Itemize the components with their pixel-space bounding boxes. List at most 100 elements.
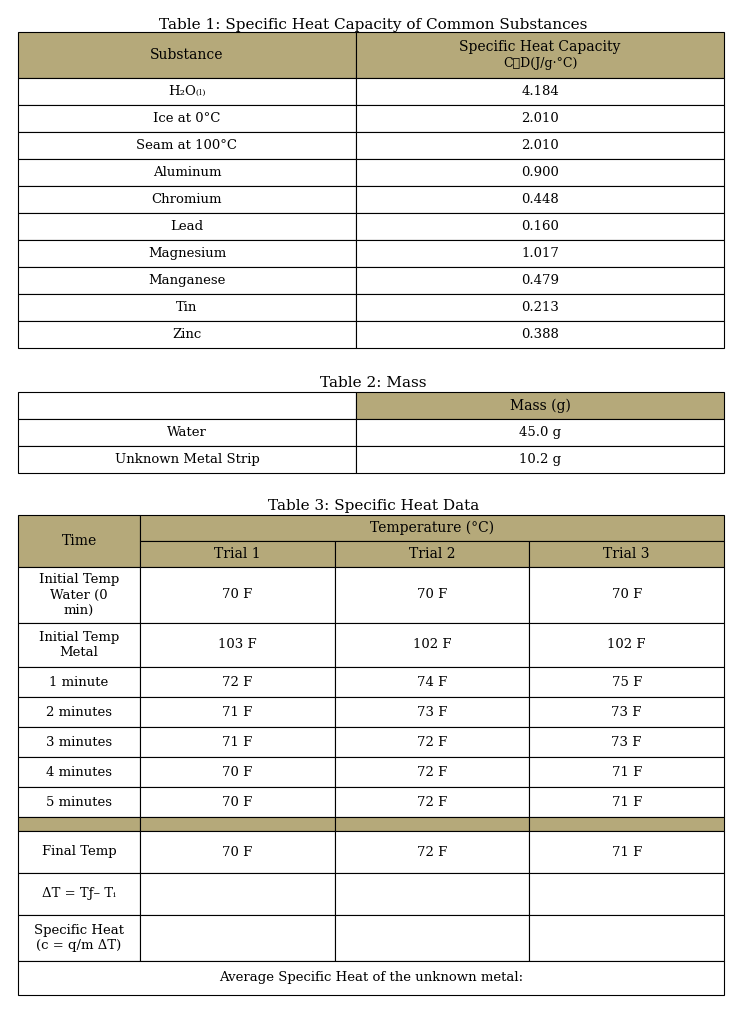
Text: 5 minutes: 5 minutes (46, 796, 112, 809)
Text: 2 minutes: 2 minutes (46, 706, 112, 719)
Bar (335, 915, 530, 961)
Text: Tin: Tin (176, 301, 198, 314)
Text: Table 3: Specific Heat Data: Table 3: Specific Heat Data (268, 499, 479, 513)
Text: 0.479: 0.479 (521, 274, 559, 287)
Bar (335, 623, 530, 667)
Bar (356, 132, 724, 159)
Text: Ice at 0°C: Ice at 0°C (153, 112, 220, 125)
Text: Trial 2: Trial 2 (409, 547, 455, 561)
Text: 0.213: 0.213 (521, 301, 559, 314)
Text: Specific Heat
(c = q/m ΔT): Specific Heat (c = q/m ΔT) (34, 924, 124, 952)
Bar (530, 873, 724, 915)
Bar (18, 294, 356, 321)
Bar (140, 787, 335, 817)
Bar (530, 757, 724, 787)
Bar (18, 515, 140, 567)
Bar (356, 78, 724, 105)
Bar (530, 727, 724, 757)
Bar (356, 321, 724, 348)
Bar (335, 727, 530, 757)
Bar (18, 446, 356, 473)
Text: 71 F: 71 F (612, 766, 642, 778)
Bar (18, 32, 356, 78)
Bar (530, 831, 724, 873)
Bar (140, 567, 335, 623)
Text: 74 F: 74 F (417, 676, 447, 688)
Text: Water: Water (167, 426, 207, 439)
Text: 3 minutes: 3 minutes (46, 735, 112, 749)
Text: Zinc: Zinc (173, 328, 202, 341)
Bar (18, 392, 356, 419)
Text: 2.010: 2.010 (521, 112, 559, 125)
Text: 102 F: 102 F (413, 639, 451, 651)
Text: 70 F: 70 F (222, 846, 252, 858)
Bar (530, 623, 724, 667)
Bar (18, 873, 140, 915)
Bar (356, 240, 724, 267)
Bar (335, 831, 530, 873)
Bar (18, 667, 140, 697)
Bar (18, 787, 140, 817)
Text: Substance: Substance (150, 48, 224, 62)
Bar (140, 757, 335, 787)
Bar (356, 32, 724, 78)
Bar (18, 757, 140, 787)
Text: Time: Time (61, 534, 96, 548)
Bar (18, 831, 140, 873)
Text: Trial 1: Trial 1 (214, 547, 261, 561)
Text: Unknown Metal Strip: Unknown Metal Strip (114, 453, 259, 466)
Text: Mass (g): Mass (g) (509, 398, 571, 413)
Bar (356, 446, 724, 473)
Bar (356, 159, 724, 186)
Bar (140, 515, 724, 541)
Bar (18, 186, 356, 213)
Text: Average Specific Heat of the unknown metal:: Average Specific Heat of the unknown met… (219, 972, 523, 984)
Text: Final Temp: Final Temp (42, 846, 117, 858)
Text: 73 F: 73 F (417, 706, 447, 719)
Text: 70 F: 70 F (612, 589, 642, 601)
Bar (335, 667, 530, 697)
Bar (18, 159, 356, 186)
Bar (18, 267, 356, 294)
Bar (18, 697, 140, 727)
Bar (530, 567, 724, 623)
Bar (530, 817, 724, 831)
Bar (356, 419, 724, 446)
Bar (335, 787, 530, 817)
Bar (530, 697, 724, 727)
Bar (18, 817, 140, 831)
Text: Temperature (°C): Temperature (°C) (370, 521, 494, 536)
Bar (335, 757, 530, 787)
Text: 0.388: 0.388 (521, 328, 559, 341)
Bar (356, 105, 724, 132)
Bar (140, 697, 335, 727)
Bar (335, 541, 530, 567)
Text: 70 F: 70 F (222, 796, 252, 809)
Text: 75 F: 75 F (612, 676, 642, 688)
Text: Manganese: Manganese (149, 274, 226, 287)
Text: 0.900: 0.900 (521, 166, 559, 179)
Bar (140, 623, 335, 667)
Bar (356, 267, 724, 294)
Text: 72 F: 72 F (417, 735, 447, 749)
Bar (335, 873, 530, 915)
Text: 4 minutes: 4 minutes (46, 766, 112, 778)
Bar (140, 831, 335, 873)
Text: Table 2: Mass: Table 2: Mass (320, 376, 427, 390)
Text: 10.2 g: 10.2 g (519, 453, 561, 466)
Text: 72 F: 72 F (417, 766, 447, 778)
Text: Initial Temp
Metal: Initial Temp Metal (39, 631, 119, 659)
Bar (140, 541, 335, 567)
Text: 70 F: 70 F (222, 589, 252, 601)
Text: Magnesium: Magnesium (148, 247, 226, 260)
Text: 71 F: 71 F (222, 735, 252, 749)
Text: Specific Heat Capacity: Specific Heat Capacity (459, 40, 621, 54)
Bar (356, 294, 724, 321)
Text: Lead: Lead (170, 220, 204, 233)
Bar (530, 667, 724, 697)
Text: 2.010: 2.010 (521, 139, 559, 152)
Text: H₂O₍ₗ₎: H₂O₍ₗ₎ (168, 85, 205, 98)
Bar (18, 961, 724, 995)
Bar (140, 817, 335, 831)
Bar (18, 567, 140, 623)
